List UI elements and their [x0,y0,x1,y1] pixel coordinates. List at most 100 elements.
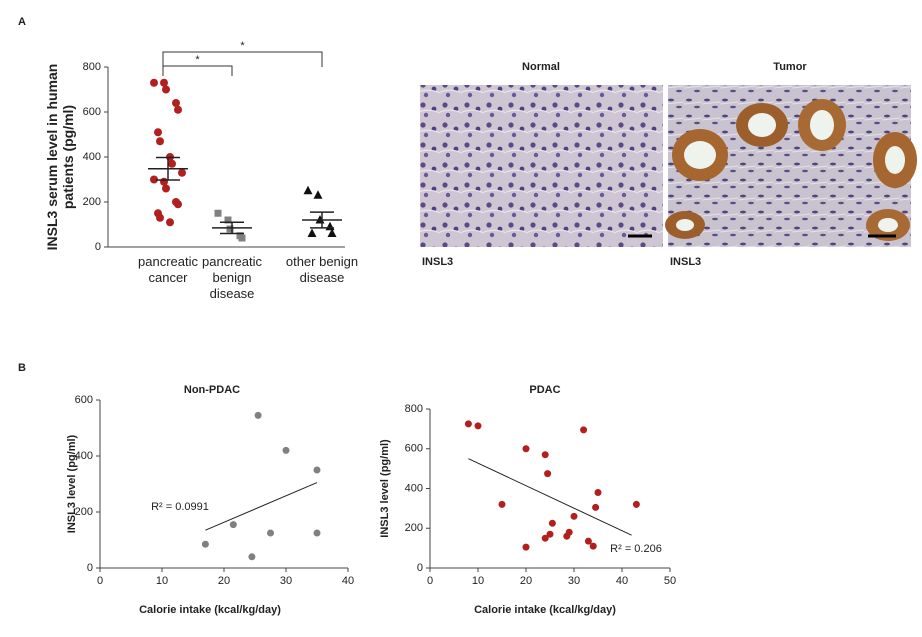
data-point [464,420,472,428]
y-tick-label: 0 [417,562,423,574]
significance-bracket [162,51,323,67]
data-point [156,213,164,222]
data-point [632,500,640,508]
r-squared-label: R² = 0.206 [610,543,662,555]
y-tick-label: 600 [75,394,93,406]
data-point [267,529,274,537]
image-title: Normal [522,61,560,73]
data-point [282,446,290,454]
data-point [584,537,592,545]
data-point [522,543,530,551]
data-point [178,168,186,177]
image-title: Tumor [773,61,807,73]
data-point [254,411,262,419]
data-point [168,159,176,168]
x-tick-label: pancreatic benign disease [202,254,262,301]
significance-bracket [162,65,233,76]
y-tick-label: 400 [75,450,93,462]
x-tick-label: 10 [472,575,484,587]
data-point [307,228,317,237]
data-point [522,445,530,453]
data-point [166,218,174,227]
data-point [248,553,256,561]
data-point [541,534,549,542]
y-tick-label: 0 [87,562,93,574]
x-tick-label: 0 [97,575,103,587]
data-point [541,451,549,459]
data-point [303,185,313,195]
data-point [160,177,168,186]
y-tick-label: 200 [405,522,423,534]
tumor-image [665,85,917,247]
r-squared-label: R² = 0.0991 [151,501,209,513]
x-tick-label: 40 [342,575,354,587]
data-point [548,519,556,527]
y-tick-label: 200 [75,506,93,518]
image-label: INSL3 [422,256,453,268]
data-point [544,470,552,478]
y-tick-label: 400 [405,482,423,494]
data-point [565,528,573,536]
panel-label: A [18,16,26,28]
x-tick-label: other benign disease [285,254,359,285]
data-point [546,530,554,538]
y-axis-label: INSL3 serum level in human patients (pg/… [44,63,76,251]
image-label: INSL3 [670,256,701,268]
data-point [594,488,602,496]
y-tick-label: 400 [83,151,101,163]
x-tick-label: 20 [520,575,532,587]
data-point [592,503,600,511]
data-point [580,426,588,434]
data-point [498,500,506,508]
x-tick-label: pancreatic cancer [138,254,198,285]
x-tick-label: 20 [218,575,230,587]
data-point [313,466,321,474]
x-tick-label: 10 [156,575,168,587]
data-point [154,128,162,137]
normal-image [420,85,663,247]
trend-line [468,458,632,536]
data-point [224,216,232,224]
data-point [162,184,170,193]
x-axis-label: Calorie intake (kcal/kg/day) [139,604,281,616]
data-point [150,78,158,87]
y-axis-label: INSL3 level (pg/ml) [66,434,78,533]
data-point [325,221,335,231]
data-point [570,512,578,520]
trend-line [205,482,318,531]
data-point [174,105,182,114]
data-point [162,85,170,94]
data-point [150,175,158,184]
y-tick-label: 800 [405,403,423,415]
y-tick-label: 600 [405,443,423,455]
data-point [160,78,168,87]
data-point [238,234,246,242]
data-point [172,99,180,107]
y-tick-label: 800 [83,61,101,73]
x-tick-label: 50 [664,575,676,587]
significance-label: * [195,54,200,66]
x-tick-label: 0 [427,575,433,587]
data-point [156,137,164,146]
data-point [474,422,482,430]
data-point [201,540,209,548]
y-axis-label: INSL3 level (pg/ml) [379,439,391,538]
significance-label: * [240,40,245,52]
data-point [226,225,234,233]
x-tick-label: 40 [616,575,628,587]
x-tick-label: 30 [568,575,580,587]
data-point [327,228,337,237]
panel-label: B [18,362,26,374]
data-point [229,521,237,529]
chart-title: PDAC [529,384,560,396]
y-tick-label: 0 [95,241,101,253]
data-point [174,200,182,209]
x-axis-label: Calorie intake (kcal/kg/day) [474,604,616,616]
x-tick-label: 30 [280,575,292,587]
data-point [589,542,597,550]
chart-title: Non-PDAC [184,384,240,396]
data-point [313,190,323,199]
data-point [313,529,321,537]
